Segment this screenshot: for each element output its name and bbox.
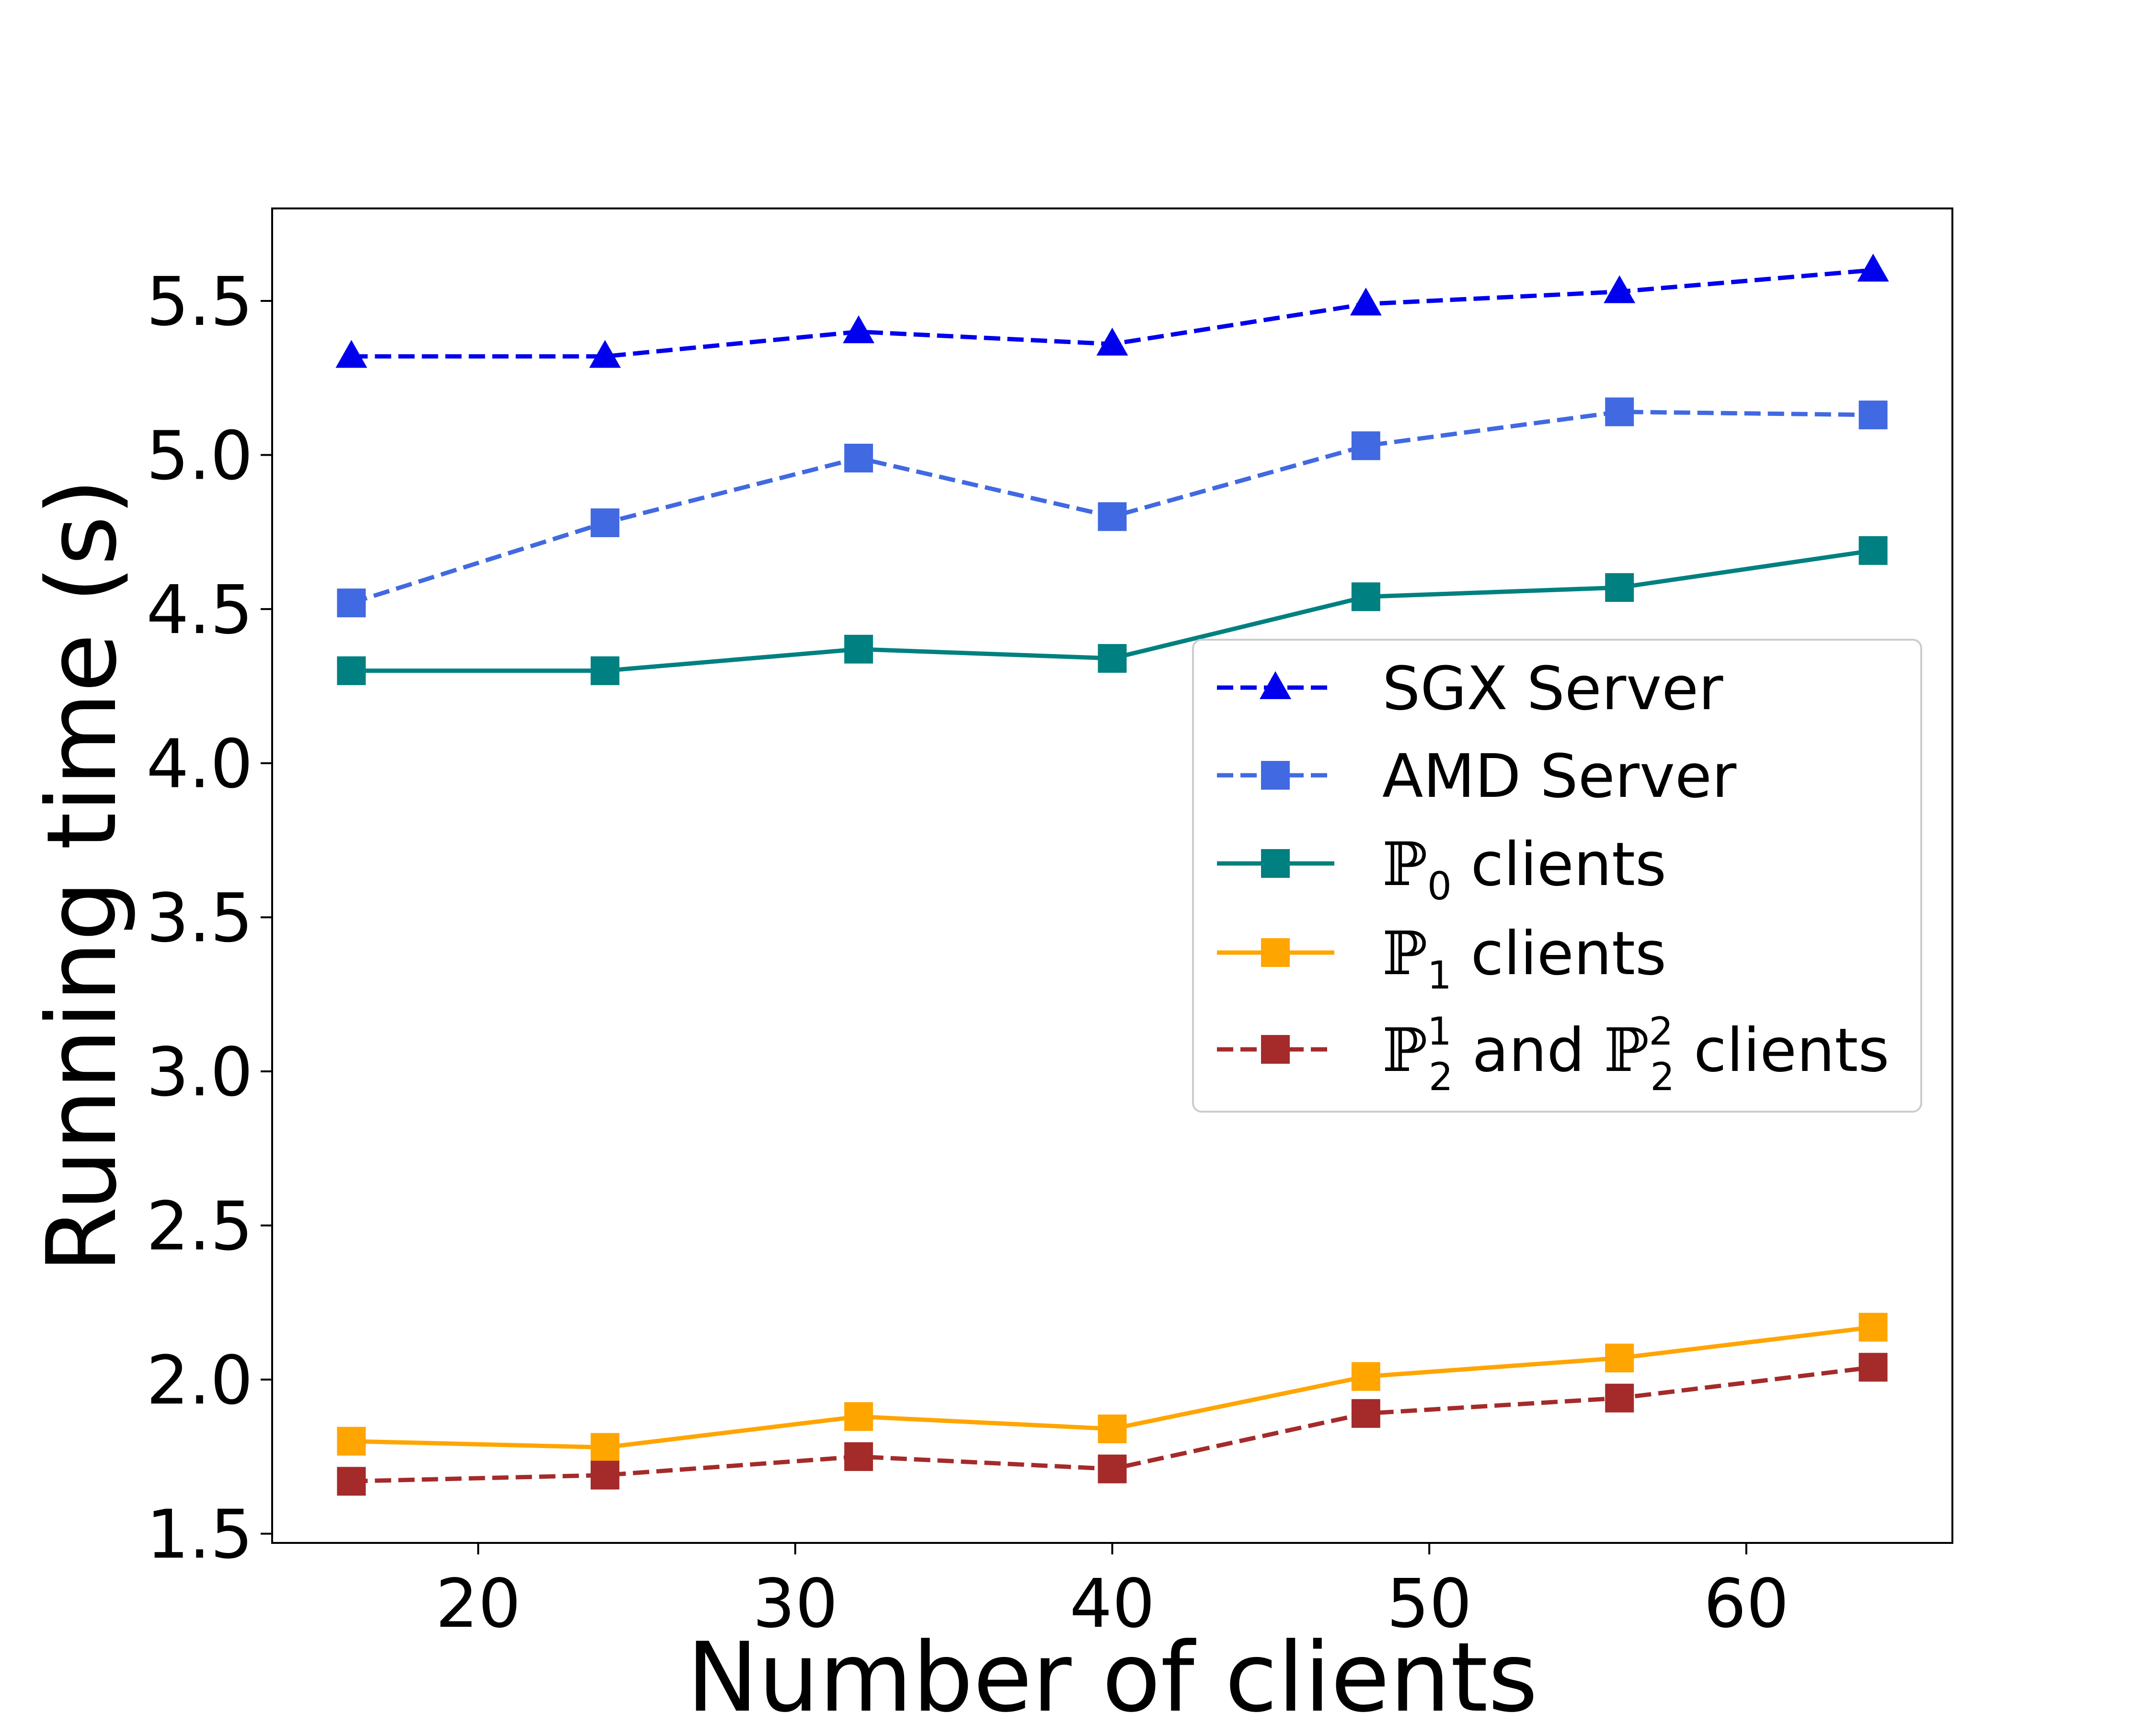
data-point (844, 443, 873, 472)
legend-entry: ℙ1 clients (1217, 919, 1666, 998)
y-tick-label: 5.5 (146, 263, 253, 341)
data-point (1351, 431, 1380, 460)
legend-entry: AMD Server (1217, 742, 1737, 811)
legend-marker (1261, 849, 1290, 878)
data-point (843, 315, 875, 344)
x-tick-label: 60 (1704, 1565, 1789, 1643)
data-point (1098, 1454, 1127, 1484)
legend-box (1192, 639, 1922, 1113)
data-point (844, 1442, 873, 1471)
data-point (1604, 275, 1636, 303)
data-point (1351, 1362, 1380, 1391)
data-point (1858, 536, 1888, 565)
series-1 (335, 253, 1889, 368)
y-tick-label: 4.0 (146, 725, 253, 804)
legend-entry: SGX Server (1217, 654, 1723, 724)
y-axis-ticks: 1.5 2.0 2.5 3.0 3.5 4.0 4.5 5.0 5.5 (146, 263, 272, 1574)
data-point (1351, 1399, 1380, 1428)
data-point (1351, 582, 1380, 611)
data-point (335, 340, 367, 368)
x-tick-label: 40 (1069, 1565, 1155, 1643)
x-tick-label: 20 (436, 1565, 521, 1643)
series-4 (337, 1312, 1888, 1462)
legend-entry: ℙ1 2 and ℙ2 2 clients (1217, 1009, 1889, 1099)
data-point (844, 634, 873, 664)
data-point (590, 508, 619, 538)
data-point (1858, 1312, 1888, 1342)
data-point (590, 656, 619, 685)
x-tick-label: 50 (1387, 1565, 1472, 1643)
x-tick-label: 30 (753, 1565, 838, 1643)
legend-entry: ℙ0 clients (1217, 830, 1666, 908)
y-tick-label: 2.0 (146, 1342, 253, 1420)
data-point (1605, 573, 1634, 602)
data-point (1605, 1383, 1634, 1413)
data-point (337, 588, 366, 618)
data-point (1350, 288, 1382, 316)
data-point (1858, 1353, 1888, 1382)
legend: SGX Server AMD Server ℙ0 clients ℙ1 clients… (1192, 639, 1922, 1113)
legend-label: ℙ0 clients (1382, 830, 1666, 908)
series-3 (337, 536, 1888, 685)
legend-label: SGX Server (1382, 654, 1723, 724)
data-point (337, 656, 366, 685)
data-point (1605, 397, 1634, 426)
legend-marker (1261, 938, 1290, 967)
data-point (1857, 253, 1889, 282)
data-point (1098, 1414, 1127, 1444)
data-point (1858, 400, 1888, 429)
legend-marker (1260, 671, 1291, 699)
data-point (1098, 644, 1127, 673)
y-axis-title: Running time (s) (26, 478, 138, 1273)
data-point (337, 1467, 366, 1496)
y-tick-label: 2.5 (146, 1188, 253, 1266)
y-tick-label: 1.5 (146, 1496, 253, 1574)
x-axis-ticks: 20 30 40 50 60 (436, 1543, 1789, 1643)
legend-marker (1261, 761, 1290, 790)
legend-label: AMD Server (1382, 742, 1737, 811)
series-5 (337, 1353, 1888, 1496)
y-tick-label: 3.5 (146, 879, 253, 957)
data-point (589, 340, 621, 368)
data-point (590, 1433, 619, 1462)
legend-label: ℙ1 clients (1382, 919, 1666, 998)
data-point (1098, 502, 1127, 531)
legend-label: ℙ1 2 and ℙ2 2 clients (1382, 1009, 1889, 1099)
series-2 (337, 397, 1888, 618)
data-point (337, 1426, 366, 1456)
data-point (1605, 1344, 1634, 1373)
x-axis-title: Number of clients (687, 1622, 1538, 1725)
series-layer (335, 253, 1889, 1496)
y-tick-label: 3.0 (146, 1034, 253, 1112)
y-tick-label: 4.5 (146, 571, 253, 649)
data-point (1096, 327, 1128, 356)
y-tick-label: 5.0 (146, 417, 253, 495)
legend-marker (1261, 1035, 1290, 1064)
data-point (590, 1460, 619, 1490)
data-point (844, 1402, 873, 1431)
